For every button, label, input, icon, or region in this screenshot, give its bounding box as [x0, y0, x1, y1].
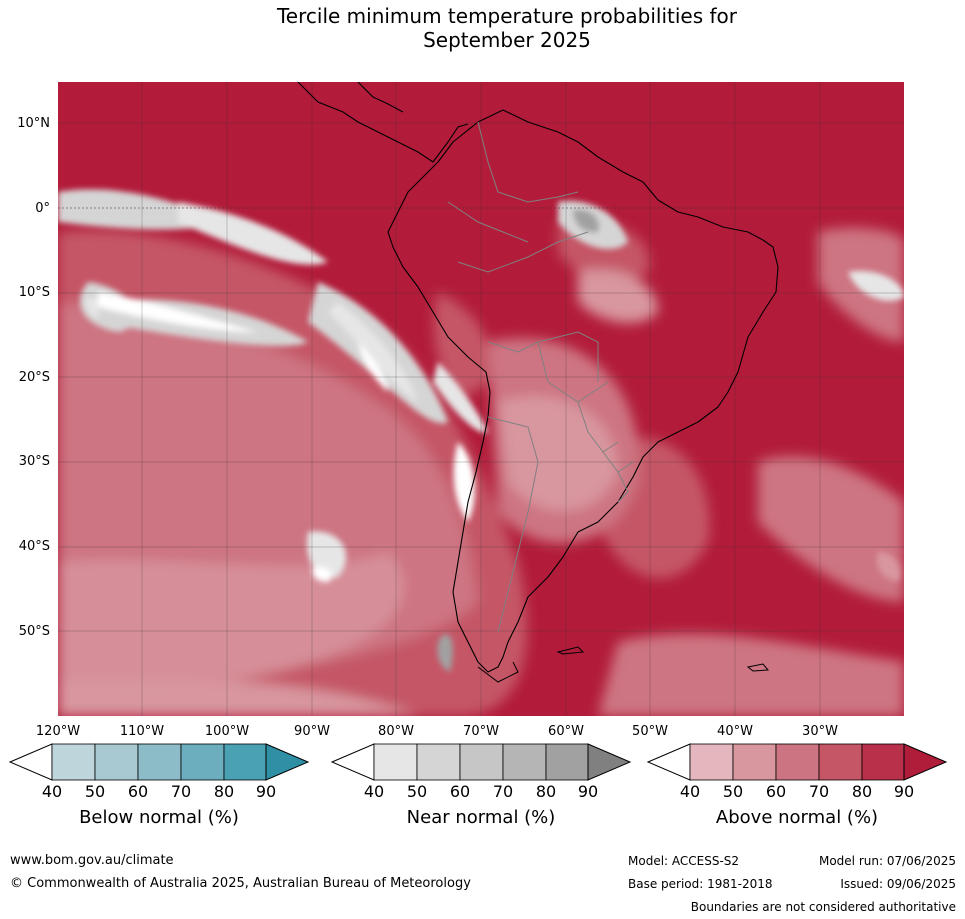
- lon-label: 80°W: [378, 724, 414, 739]
- lon-label: 110°W: [119, 724, 165, 739]
- tierra-del-fuego-coastline: [477, 646, 770, 683]
- below-swatch: [223, 743, 267, 781]
- below-normal-colorbar: [8, 743, 310, 781]
- legend-tick: 80: [535, 782, 557, 801]
- lat-label: 10°N: [17, 116, 50, 131]
- legend-tick: 50: [722, 782, 744, 801]
- near-swatch: [545, 743, 589, 781]
- legend-tick: 60: [449, 782, 471, 801]
- lon-label: 50°W: [632, 724, 668, 739]
- lon-label: 40°W: [717, 724, 753, 739]
- legend-colorbars: [8, 743, 948, 781]
- lon-label: 90°W: [294, 724, 330, 739]
- legend-tick: 40: [679, 782, 701, 801]
- near-normal-title: Near normal (%): [406, 807, 556, 828]
- below-swatch: [180, 743, 225, 781]
- near-swatch: [416, 743, 461, 781]
- boundaries-disclaimer: Boundaries are not considered authoritat…: [690, 900, 956, 914]
- lat-label: 0°: [35, 201, 50, 216]
- map-title-line1: Tercile minimum temperature probabilitie…: [276, 4, 738, 28]
- base-period-text: Base period: 1981-2018: [628, 877, 773, 891]
- near-swatch: [587, 743, 632, 781]
- lon-label: 120°W: [35, 724, 81, 739]
- legend-tick: 60: [765, 782, 787, 801]
- near-normal-colorbar: [330, 743, 632, 781]
- central-america-coastline: [297, 82, 469, 163]
- lat-label: 30°S: [18, 454, 50, 469]
- below-normal-title: Below normal (%): [79, 807, 239, 828]
- lat-label: 10°S: [18, 285, 50, 300]
- issued-text: Issued: 09/06/2025: [840, 877, 956, 891]
- lat-label: 50°S: [18, 624, 50, 639]
- national-borders: [447, 121, 634, 633]
- near-normal-areas: [58, 189, 904, 672]
- legend-tick: 70: [170, 782, 192, 801]
- lon-label: 100°W: [204, 724, 250, 739]
- legend-tick: 70: [808, 782, 830, 801]
- lat-label: 20°S: [18, 370, 50, 385]
- above-swatch: [732, 743, 777, 781]
- copyright-text: © Commonwealth of Australia 2025, Austra…: [10, 876, 471, 891]
- map-title-line2: September 2025: [423, 28, 591, 52]
- model-run-text: Model run: 07/06/2025: [818, 854, 956, 868]
- near-swatch: [373, 743, 418, 781]
- near-swatch: [502, 743, 547, 781]
- below-swatch: [137, 743, 182, 781]
- above-normal-title: Above normal (%): [715, 807, 879, 828]
- legend-tick: 80: [851, 782, 873, 801]
- website-link[interactable]: www.bom.gov.au/climate: [10, 853, 174, 868]
- lat-label: 40°S: [18, 539, 50, 554]
- lon-label: 30°W: [802, 724, 838, 739]
- probability-fields: [58, 220, 904, 716]
- legend-tick: 50: [406, 782, 428, 801]
- below-swatch: [51, 743, 96, 781]
- below-swatch: [94, 743, 139, 781]
- legend-tick: 60: [127, 782, 149, 801]
- legend-tick: 40: [41, 782, 63, 801]
- map-canvas: [58, 82, 904, 716]
- south-america-coastline: [387, 109, 779, 673]
- legend-tick: 90: [577, 782, 599, 801]
- legend-tick: 80: [213, 782, 235, 801]
- graticule: [58, 82, 904, 716]
- legend-tick: 40: [363, 782, 385, 801]
- above-swatch: [775, 743, 820, 781]
- legend-tick: 90: [893, 782, 915, 801]
- probability-map: [58, 82, 904, 716]
- below-swatch: [265, 743, 310, 781]
- above-swatch: [903, 743, 948, 781]
- above-swatch: [861, 743, 905, 781]
- above-swatch: [818, 743, 863, 781]
- legend-tick: 90: [255, 782, 277, 801]
- model-text: Model: ACCESS-S2: [628, 854, 740, 868]
- above-normal-colorbar: [646, 743, 948, 781]
- near-swatch: [459, 743, 504, 781]
- legend-tick: 70: [492, 782, 514, 801]
- lon-label: 60°W: [548, 724, 584, 739]
- lon-label: 70°W: [463, 724, 499, 739]
- map-title: Tercile minimum temperature probabilitie…: [0, 4, 965, 52]
- legend-tick: 50: [84, 782, 106, 801]
- above-swatch: [689, 743, 734, 781]
